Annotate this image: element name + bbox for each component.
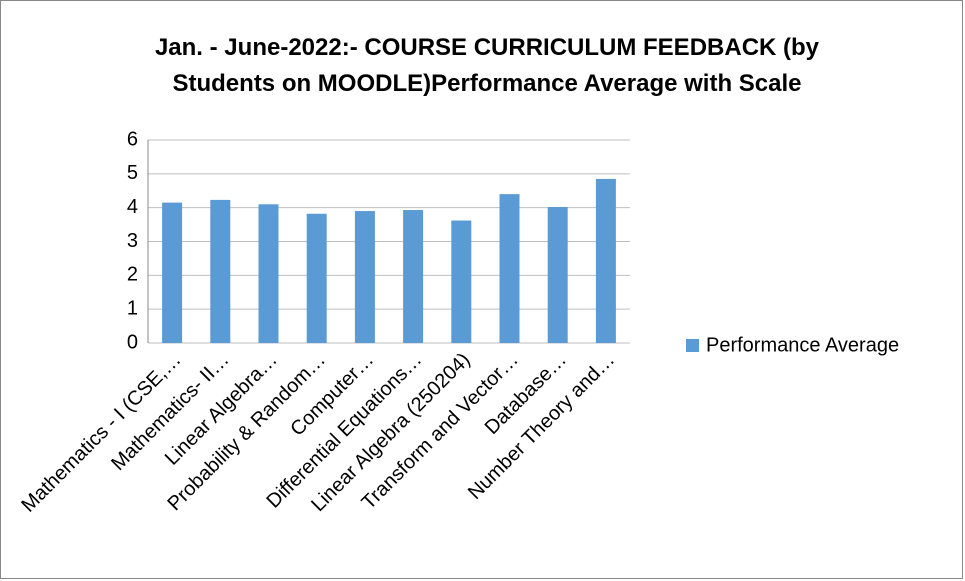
bar [499, 194, 520, 343]
y-tick-label: 5 [127, 162, 138, 184]
y-tick-label: 6 [127, 128, 138, 150]
y-tick-label: 0 [127, 331, 138, 353]
bar [403, 210, 424, 343]
legend-label: Performance Average [706, 334, 899, 356]
y-tick-label: 2 [127, 264, 138, 286]
legend-swatch [686, 339, 699, 352]
bar [162, 202, 183, 343]
bar [210, 199, 231, 343]
bar [258, 204, 279, 343]
y-tick-label: 3 [127, 230, 138, 252]
bar [354, 211, 375, 343]
bar [547, 206, 568, 343]
chart-title: Jan. - June-2022:- COURSE CURRICULUM FEE… [154, 34, 820, 97]
bar [451, 220, 472, 343]
bar [306, 213, 327, 343]
y-tick-label: 4 [127, 196, 138, 218]
y-tick-label: 1 [127, 297, 138, 319]
bar [595, 178, 616, 343]
